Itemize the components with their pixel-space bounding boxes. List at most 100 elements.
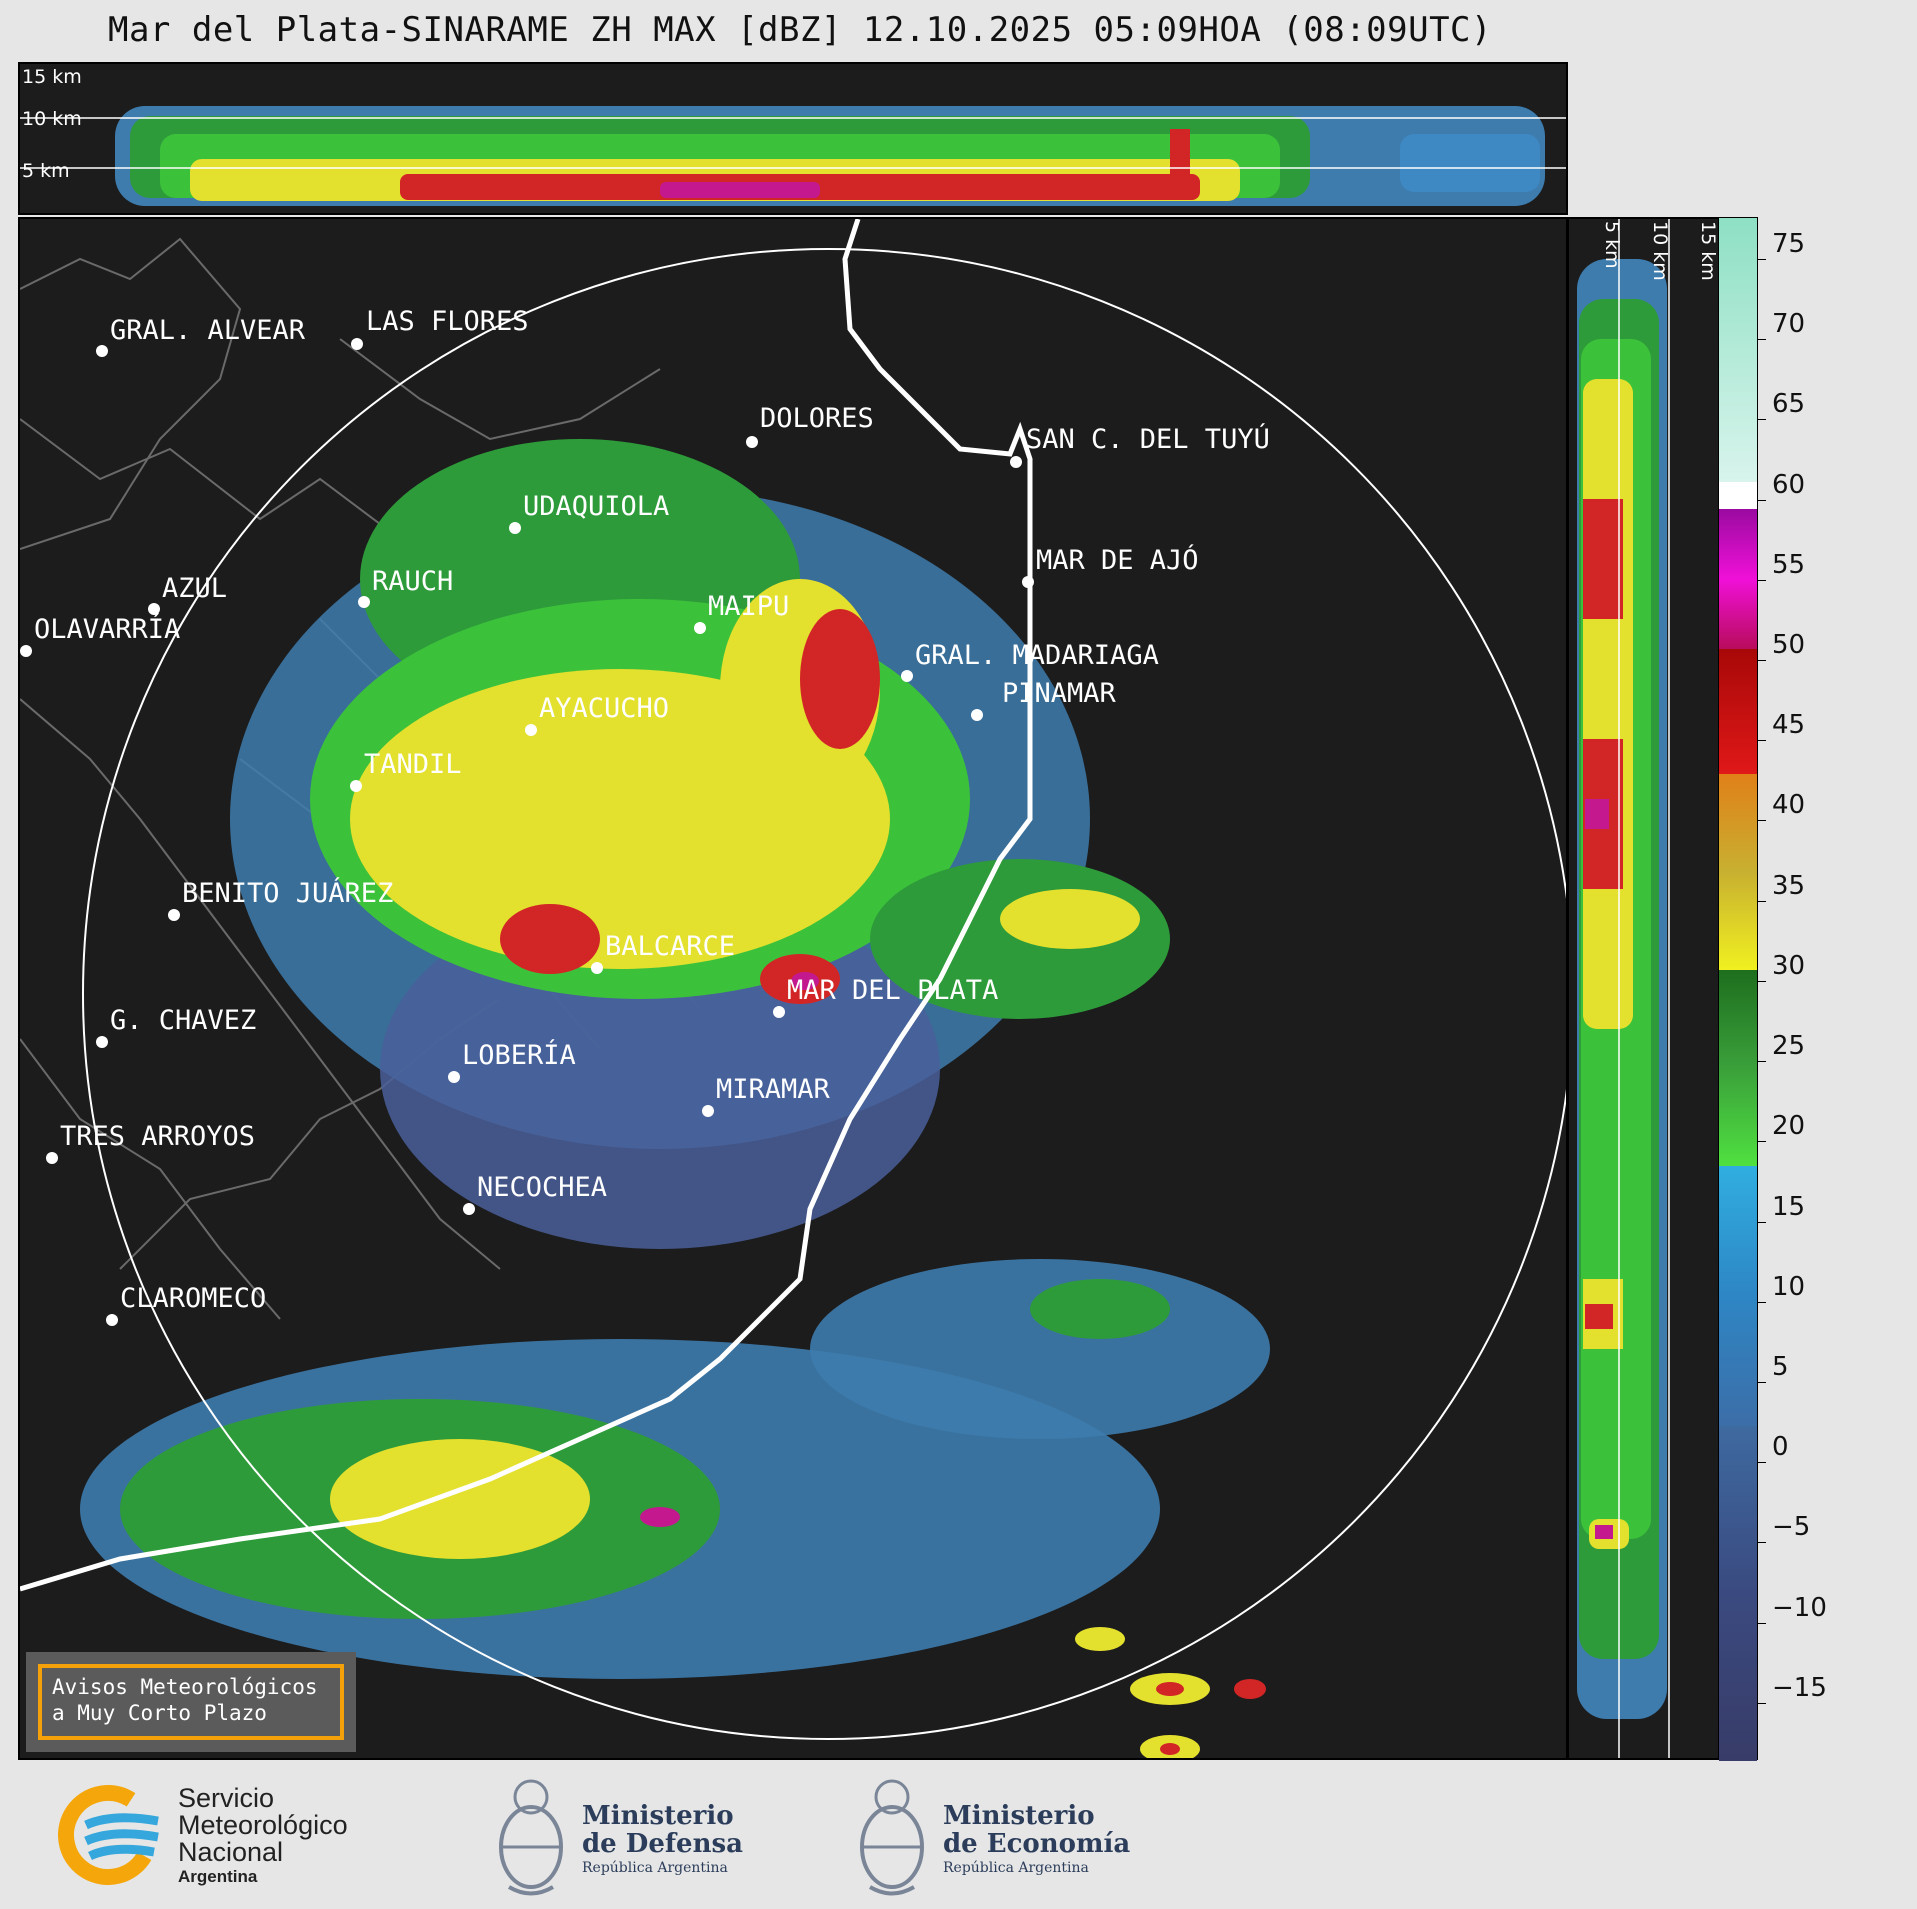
colorbar-tick: 60 [1758,470,1805,515]
city-label: CLAROMECO [120,1283,267,1314]
city-marker [746,436,758,448]
city-marker [702,1105,714,1117]
footer: Servicio Meteorológico Nacional Argentin… [0,1765,1917,1909]
colorbar-tick: 30 [1758,951,1805,996]
city-marker [106,1314,118,1326]
city-marker [148,603,160,615]
city-marker [448,1071,460,1083]
city-marker [168,909,180,921]
city-marker [96,345,108,357]
colorbar-segment-blue [1719,1166,1757,1426]
page-title: Mar del Plata-SINARAME ZH MAX [dBZ] 12.1… [107,10,1492,50]
city-label: AYACUCHO [539,693,670,724]
defensa-coat-of-arms-icon [499,1779,563,1896]
smn-line4: Argentina [178,1867,258,1886]
city-label: G. CHAVEZ [110,1005,257,1036]
city-marker [971,709,983,721]
city-label: MAIPU [708,591,790,622]
colorbar-segment-teal [1719,218,1757,482]
colorbar-segment-navy [1719,1426,1757,1761]
range-ring [82,248,1566,1740]
city-label: LAS FLORES [366,306,529,337]
city-marker [46,1152,58,1164]
city-marker [351,338,363,350]
smn-line1: Servicio [178,1783,275,1813]
colorbar-tick: 20 [1758,1111,1805,1156]
economia-line3: República Argentina [943,1860,1089,1876]
city-label: MAR DE AJÓ [1036,545,1199,576]
height-label-5km: 5 km [22,160,70,182]
city-marker [1022,576,1034,588]
city-marker [358,596,370,608]
height-label-15km: 15 km [22,66,82,88]
reflectivity-echoes [80,439,1270,1758]
defensa-line2: de Defensa [582,1829,743,1859]
height-label-15km-side: 15 km [1697,221,1719,281]
radar-map-panel [18,217,1568,1760]
colorbar-tick: 25 [1758,1031,1805,1076]
colorbar-tick: 45 [1758,710,1805,755]
city-label: NECOCHEA [477,1172,608,1203]
city-marker [350,780,362,792]
height-label-10km: 10 km [22,108,82,130]
city-marker [525,724,537,736]
colorbar-segment-green [1719,970,1757,1166]
city-marker [96,1036,108,1048]
city-label: GRAL. MADARIAGA [915,640,1159,671]
colorbar-tick: 75 [1758,229,1805,274]
side-cross-section-panel: 5 km 10 km 15 km [1567,217,1720,1760]
city-marker [463,1203,475,1215]
city-label: GRAL. ALVEAR [110,315,306,346]
colorbar-segment-yellow [1719,774,1757,970]
colorbar-segment-white [1719,482,1757,509]
city-label: DOLORES [760,403,874,434]
city-marker [694,622,706,634]
smn-logo-icon [58,1785,159,1885]
smn-line2: Meteorológico [178,1810,348,1840]
city-label: TANDIL [364,749,462,780]
height-label-10km-side: 10 km [1649,221,1671,281]
colorbar-tick: 0 [1758,1432,1789,1477]
city-marker [901,670,913,682]
top-cross-section-panel: 15 km 10 km 5 km [18,62,1568,215]
colorbar-tick: 10 [1758,1272,1805,1317]
defensa-line3: República Argentina [582,1860,728,1876]
colorbar-tick: 40 [1758,790,1805,835]
city-marker [1010,456,1022,468]
colorbar-tick: −15 [1758,1673,1827,1718]
radar-map [20,219,1566,1758]
avisos-line2: a Muy Corto Plazo [52,1701,267,1725]
city-label: MAR DEL PLATA [787,975,999,1006]
height-label-5km-side: 5 km [1601,221,1623,269]
colorbar-tick: 70 [1758,309,1805,354]
coastline [20,219,1033,1592]
colorbar-tick: −10 [1758,1593,1827,1638]
city-label: LOBERÍA [462,1040,576,1071]
colorbar [1718,217,1758,1761]
city-marker [773,1006,785,1018]
city-label: PINAMAR [1002,678,1116,709]
city-label: BALCARCE [605,931,736,962]
city-label: TRES ARROYOS [60,1121,256,1152]
defensa-line1: Ministerio [582,1801,734,1831]
colorbar-tick: 65 [1758,389,1805,434]
city-marker [20,645,32,657]
economia-coat-of-arms-icon [860,1779,924,1896]
economia-line1: Ministerio [943,1801,1095,1831]
smn-line3: Nacional [178,1837,284,1867]
city-marker [509,522,521,534]
colorbar-tick: 15 [1758,1192,1805,1237]
colorbar-tick: 35 [1758,871,1805,916]
city-label: BENITO JUÁREZ [182,878,394,909]
avisos-line1: Avisos Meteorológicos [52,1675,318,1699]
city-label: OLAVARRÍA [34,614,181,645]
colorbar-tick: 55 [1758,550,1805,595]
economia-line2: de Economía [943,1829,1131,1859]
colorbar-segment-red [1719,649,1757,774]
colorbar-segment-magenta [1719,509,1757,649]
city-label: UDAQUIOLA [523,491,670,522]
city-label: MIRAMAR [716,1074,830,1105]
colorbar-tick: −5 [1758,1512,1810,1557]
top-cross-section-echo [20,64,1566,213]
city-label: SAN C. DEL TUYÚ [1026,424,1270,455]
